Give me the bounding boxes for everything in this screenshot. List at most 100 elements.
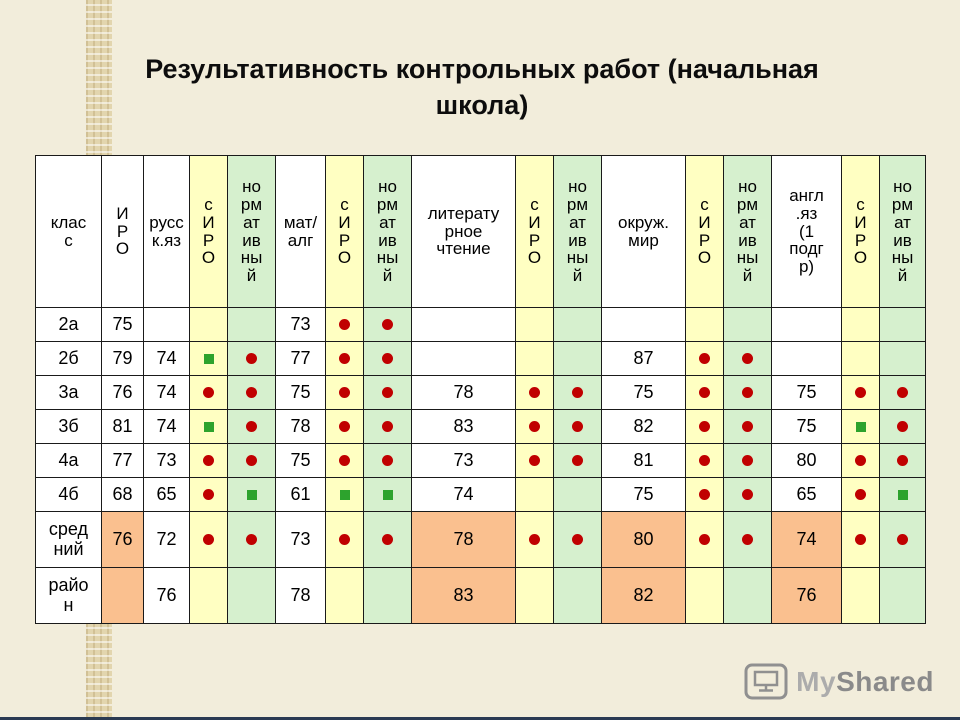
- table-cell: 74: [143, 341, 190, 376]
- table-cell: [325, 443, 364, 478]
- red-dot-marker: [699, 455, 710, 467]
- green-square-marker: [246, 489, 257, 500]
- red-dot-marker: [246, 353, 257, 365]
- myshared-logo-icon: [744, 663, 788, 700]
- column-header: с И Р О: [325, 155, 364, 308]
- red-dot-marker: [572, 455, 583, 467]
- red-dot-marker: [897, 534, 908, 546]
- red-dot-marker: [699, 421, 710, 433]
- red-dot-marker: [699, 387, 710, 399]
- table-cell: [325, 567, 364, 624]
- table-cell: [841, 477, 880, 512]
- red-dot-marker: [897, 387, 908, 399]
- table-cell: [601, 307, 686, 342]
- row-label: 3а: [35, 375, 102, 410]
- red-dot-marker: [855, 489, 866, 501]
- red-dot-marker: [529, 534, 540, 546]
- table-cell: 81: [101, 409, 144, 444]
- red-dot-marker: [855, 387, 866, 399]
- red-dot-marker: [382, 319, 393, 331]
- table-cell: [189, 341, 228, 376]
- table-cell: 81: [601, 443, 686, 478]
- table-cell: [189, 409, 228, 444]
- red-dot-marker: [382, 353, 393, 365]
- table-cell: [723, 375, 772, 410]
- table-cell: [553, 375, 602, 410]
- red-dot-marker: [897, 421, 908, 433]
- table-cell: 65: [143, 477, 190, 512]
- table-cell: [363, 409, 412, 444]
- table-cell: 79: [101, 341, 144, 376]
- table-cell: [325, 307, 364, 342]
- column-header: русс к.яз: [143, 155, 190, 308]
- table-cell: [841, 409, 880, 444]
- table-cell: 75: [601, 477, 686, 512]
- row-label: 2а: [35, 307, 102, 342]
- table-cell: [189, 511, 228, 568]
- table-cell: [363, 307, 412, 342]
- table-cell: [411, 307, 516, 342]
- table-cell: 73: [275, 511, 326, 568]
- slide-title: Результативность контрольных работ (нача…: [145, 54, 819, 120]
- red-dot-marker: [855, 455, 866, 467]
- table-cell: [723, 443, 772, 478]
- table-cell: [879, 409, 926, 444]
- table-cell: 78: [411, 375, 516, 410]
- red-dot-marker: [897, 455, 908, 467]
- table-cell: 61: [275, 477, 326, 512]
- table-cell: 76: [143, 567, 190, 624]
- table-cell: [879, 511, 926, 568]
- red-dot-marker: [529, 387, 540, 399]
- red-dot-marker: [572, 387, 583, 399]
- table-cell: [841, 567, 880, 624]
- table-row: 4б 68 65 61 74 75 65: [35, 477, 926, 512]
- red-dot-marker: [203, 387, 214, 399]
- table-cell: 83: [411, 567, 516, 624]
- row-label: 4б: [35, 477, 102, 512]
- red-dot-marker: [339, 455, 350, 467]
- table-cell: 82: [601, 567, 686, 624]
- red-dot-marker: [203, 534, 214, 546]
- table-cell: 77: [275, 341, 326, 376]
- table-cell: 75: [601, 375, 686, 410]
- table-cell: 73: [275, 307, 326, 342]
- green-square-marker: [382, 489, 393, 500]
- table-cell: [189, 375, 228, 410]
- column-header: И Р О: [101, 155, 144, 308]
- table-cell: 78: [275, 567, 326, 624]
- table-cell: [227, 409, 276, 444]
- table-cell: [189, 567, 228, 624]
- table-cell: [685, 375, 724, 410]
- table-cell: 74: [143, 409, 190, 444]
- table-cell: 76: [101, 375, 144, 410]
- red-dot-marker: [203, 489, 214, 501]
- table-cell: [553, 409, 602, 444]
- table-cell: [411, 341, 516, 376]
- table-cell: [515, 409, 554, 444]
- table-cell: [879, 307, 926, 342]
- row-label: 4а: [35, 443, 102, 478]
- table-cell: [553, 443, 602, 478]
- red-dot-marker: [382, 455, 393, 467]
- table-cell: [879, 375, 926, 410]
- table-cell: [515, 443, 554, 478]
- table-cell: [685, 567, 724, 624]
- column-header: англ .яз (1 подг р): [771, 155, 842, 308]
- table-cell: [879, 477, 926, 512]
- table-cell: [143, 307, 190, 342]
- red-dot-marker: [855, 534, 866, 546]
- table-cell: [189, 443, 228, 478]
- red-dot-marker: [203, 455, 214, 467]
- table-cell: [723, 341, 772, 376]
- table-cell: [685, 307, 724, 342]
- column-header: с И Р О: [685, 155, 724, 308]
- table-row: 2а 75 73: [35, 307, 926, 342]
- red-dot-marker: [699, 489, 710, 501]
- green-square-marker: [897, 489, 908, 500]
- table-cell: 76: [771, 567, 842, 624]
- table-cell: [227, 443, 276, 478]
- table-cell: [723, 307, 772, 342]
- table-row: сред ний 76 72 73 78 80 74: [35, 511, 926, 568]
- red-dot-marker: [572, 534, 583, 546]
